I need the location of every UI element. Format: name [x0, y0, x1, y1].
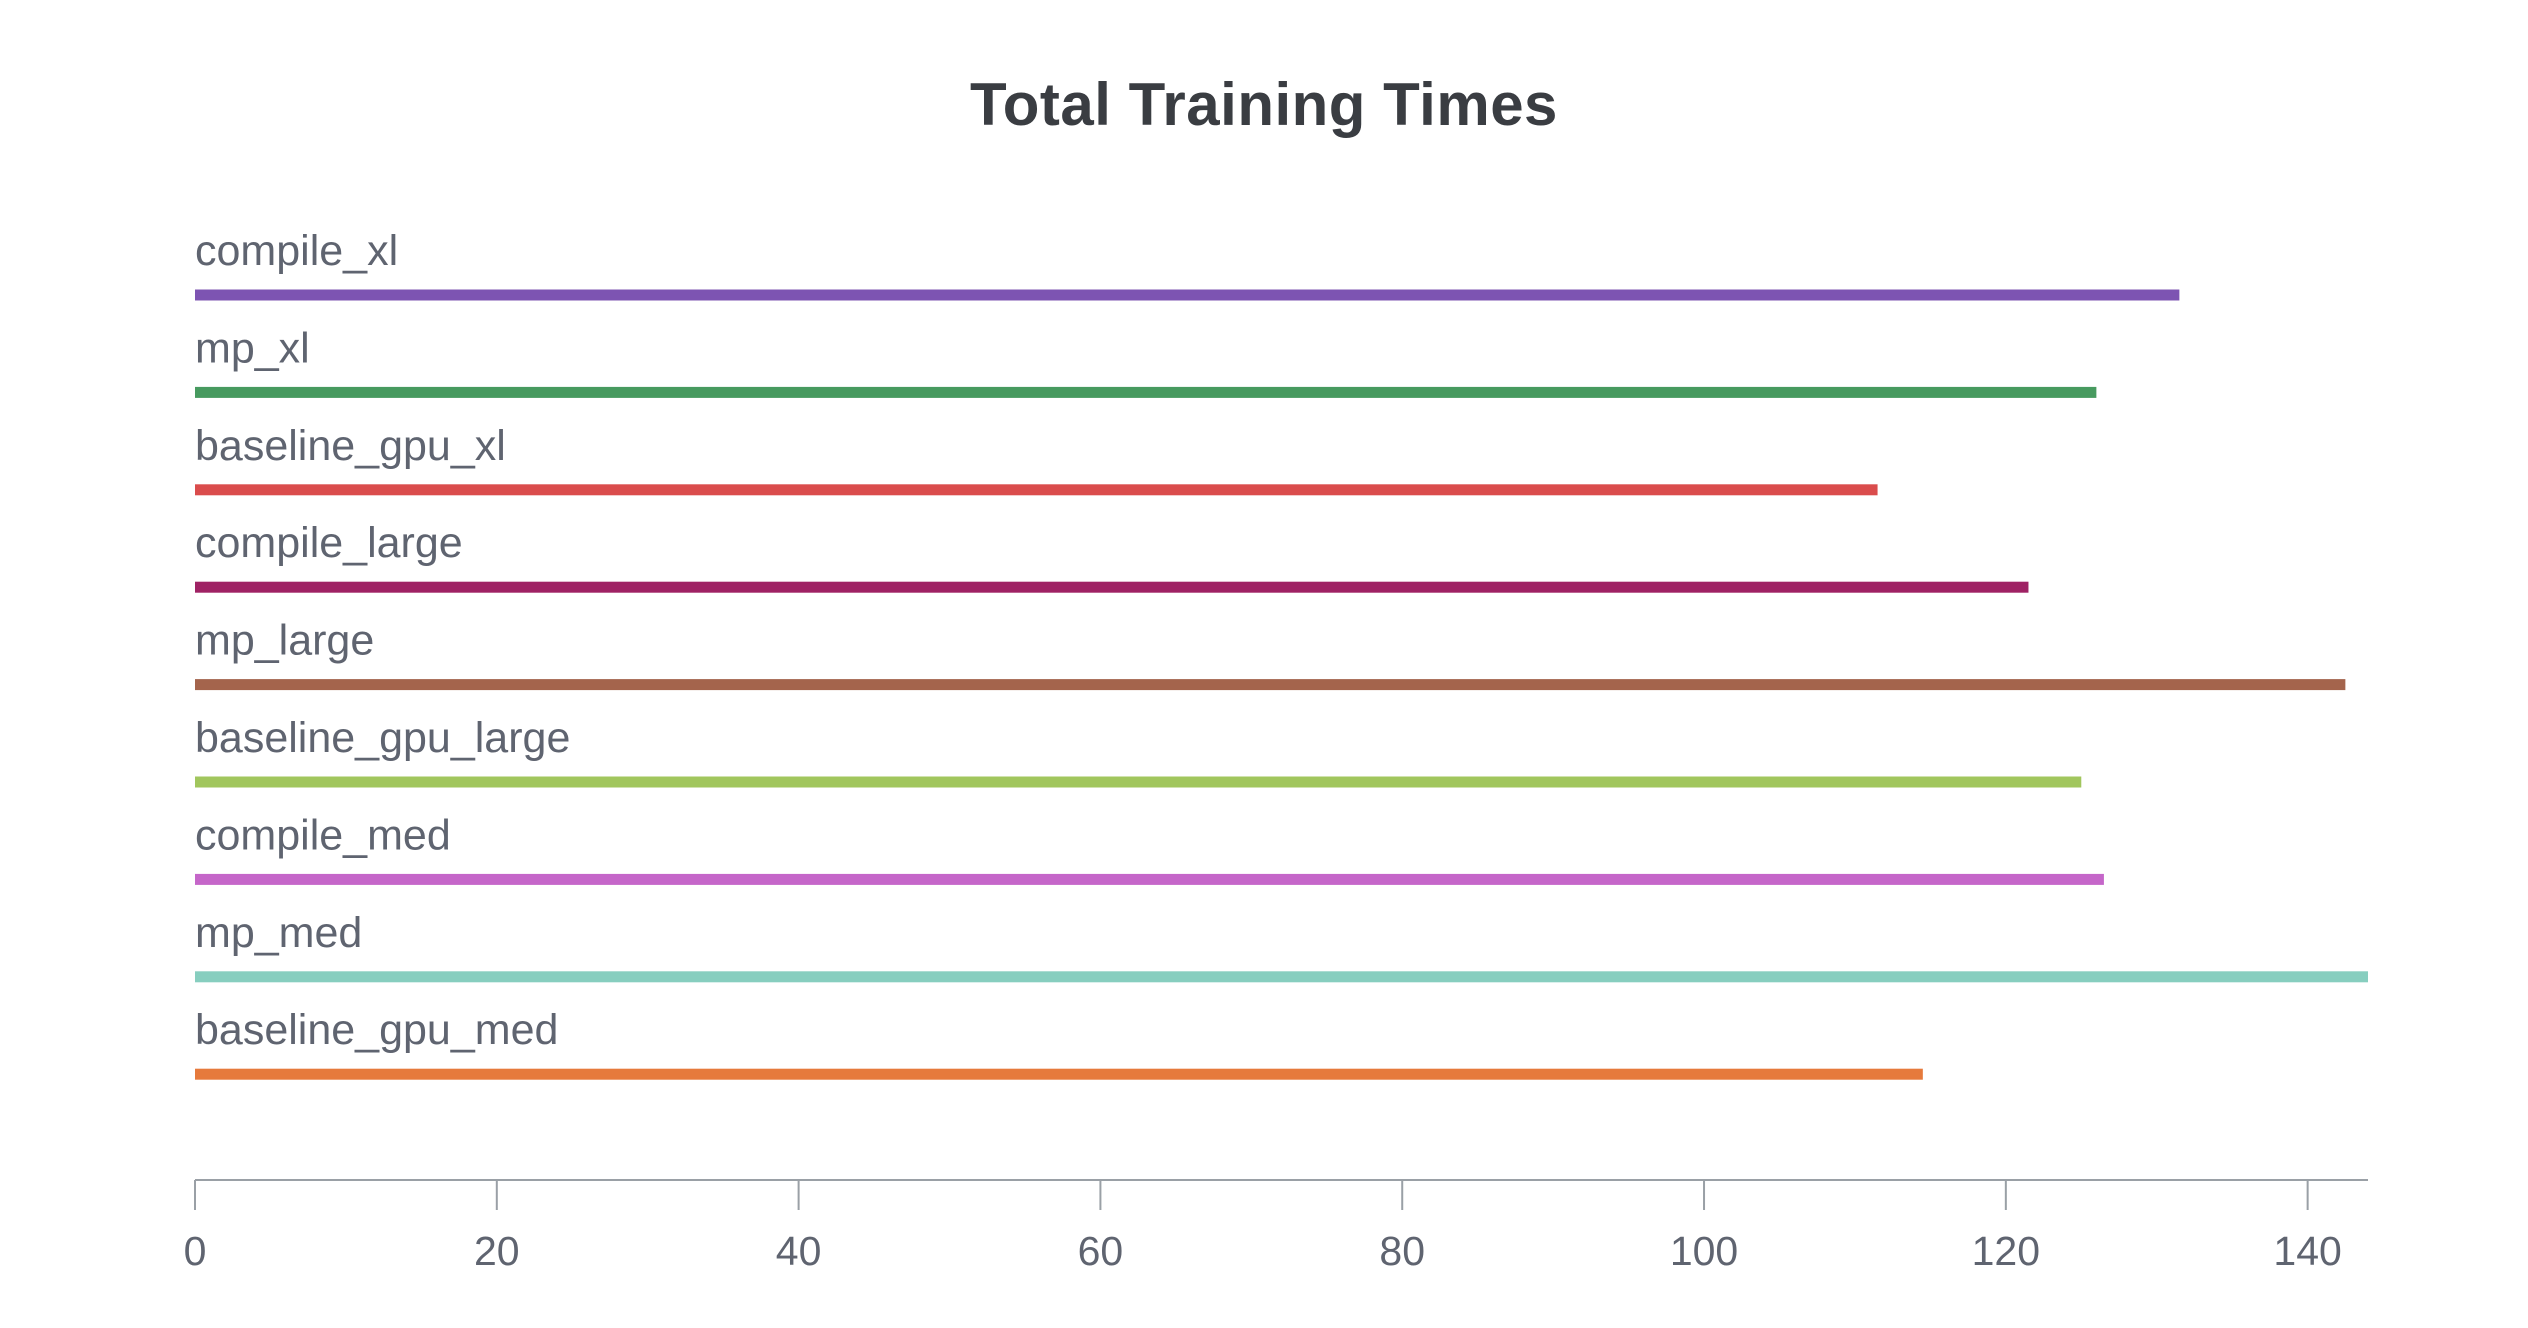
x-tick-label: 60 — [1078, 1228, 1124, 1274]
bar[interactable] — [195, 971, 2368, 983]
bar[interactable] — [195, 776, 2082, 788]
bar-label: baseline_gpu_xl — [195, 422, 506, 470]
x-tick-label: 20 — [474, 1228, 520, 1274]
bar[interactable] — [195, 581, 2029, 593]
bar-label: compile_med — [195, 811, 451, 859]
bar-label: compile_large — [195, 519, 463, 567]
bar-label: baseline_gpu_med — [195, 1006, 558, 1054]
bar-label: mp_med — [195, 909, 362, 957]
x-tick-label: 120 — [1972, 1228, 2040, 1274]
bar[interactable] — [195, 289, 2180, 301]
chart-title: Total Training Times — [970, 71, 1558, 138]
bars-layer: compile_xl mp_xl baseline_gpu_xl compile_la… — [195, 227, 2368, 1080]
x-tick-label: 140 — [2273, 1228, 2341, 1274]
x-tick-label: 0 — [184, 1228, 207, 1274]
x-axis: 0 20 40 60 80 100 120 140 — [184, 1179, 2368, 1274]
bar-label: compile_xl — [195, 227, 398, 275]
bar-label: mp_large — [195, 617, 374, 665]
bar[interactable] — [195, 679, 2346, 691]
bar[interactable] — [195, 1068, 1923, 1080]
bar[interactable] — [195, 386, 2097, 398]
bar-label: baseline_gpu_large — [195, 714, 570, 762]
x-tick-label: 80 — [1379, 1228, 1425, 1274]
bar[interactable] — [195, 484, 1878, 496]
x-tick-label: 40 — [776, 1228, 822, 1274]
bar-label: mp_xl — [195, 324, 310, 372]
bar[interactable] — [195, 873, 2104, 885]
x-tick-label: 100 — [1670, 1228, 1738, 1274]
